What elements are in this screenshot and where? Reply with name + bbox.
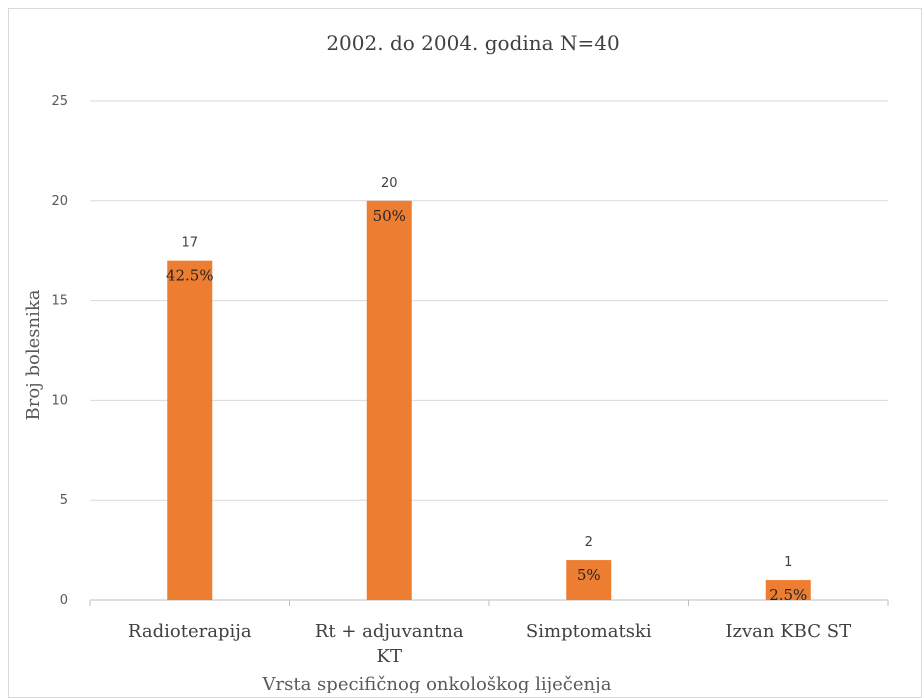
y-tick-label: 10 bbox=[51, 393, 68, 408]
bar-percent-label: 50% bbox=[373, 207, 406, 225]
bar-percent-label: 5% bbox=[577, 566, 601, 584]
bar-percent-label: 42.5% bbox=[166, 267, 214, 285]
x-axis-label: Vrsta specifičnog onkološkog liječenja bbox=[262, 674, 612, 693]
chart-title: 2002. do 2004. godina N=40 bbox=[326, 31, 619, 55]
bar-value-label: 2 bbox=[585, 535, 593, 550]
y-tick-label: 20 bbox=[51, 194, 68, 209]
x-tick-label: Rt + adjuvantna bbox=[315, 621, 464, 642]
y-tick-label: 0 bbox=[60, 593, 68, 608]
x-tick-label: KT bbox=[377, 646, 402, 667]
y-axis-label: Broj bolesnika bbox=[23, 289, 44, 420]
bar-value-label: 17 bbox=[181, 236, 198, 251]
x-tick-label: Radioterapija bbox=[128, 621, 252, 642]
bar bbox=[366, 200, 412, 601]
y-tick-label: 5 bbox=[60, 493, 68, 508]
bar bbox=[167, 260, 213, 600]
x-tick-label: Izvan KBC ST bbox=[725, 621, 851, 642]
bar-value-label: 1 bbox=[784, 555, 792, 570]
y-tick-label: 15 bbox=[51, 294, 68, 309]
y-tick-label: 25 bbox=[51, 94, 68, 109]
x-tick-label: Simptomatski bbox=[526, 621, 652, 642]
bar-value-label: 20 bbox=[381, 176, 398, 191]
bar bbox=[765, 580, 811, 600]
bar bbox=[566, 560, 612, 600]
bar-percent-label: 2.5% bbox=[769, 586, 807, 604]
